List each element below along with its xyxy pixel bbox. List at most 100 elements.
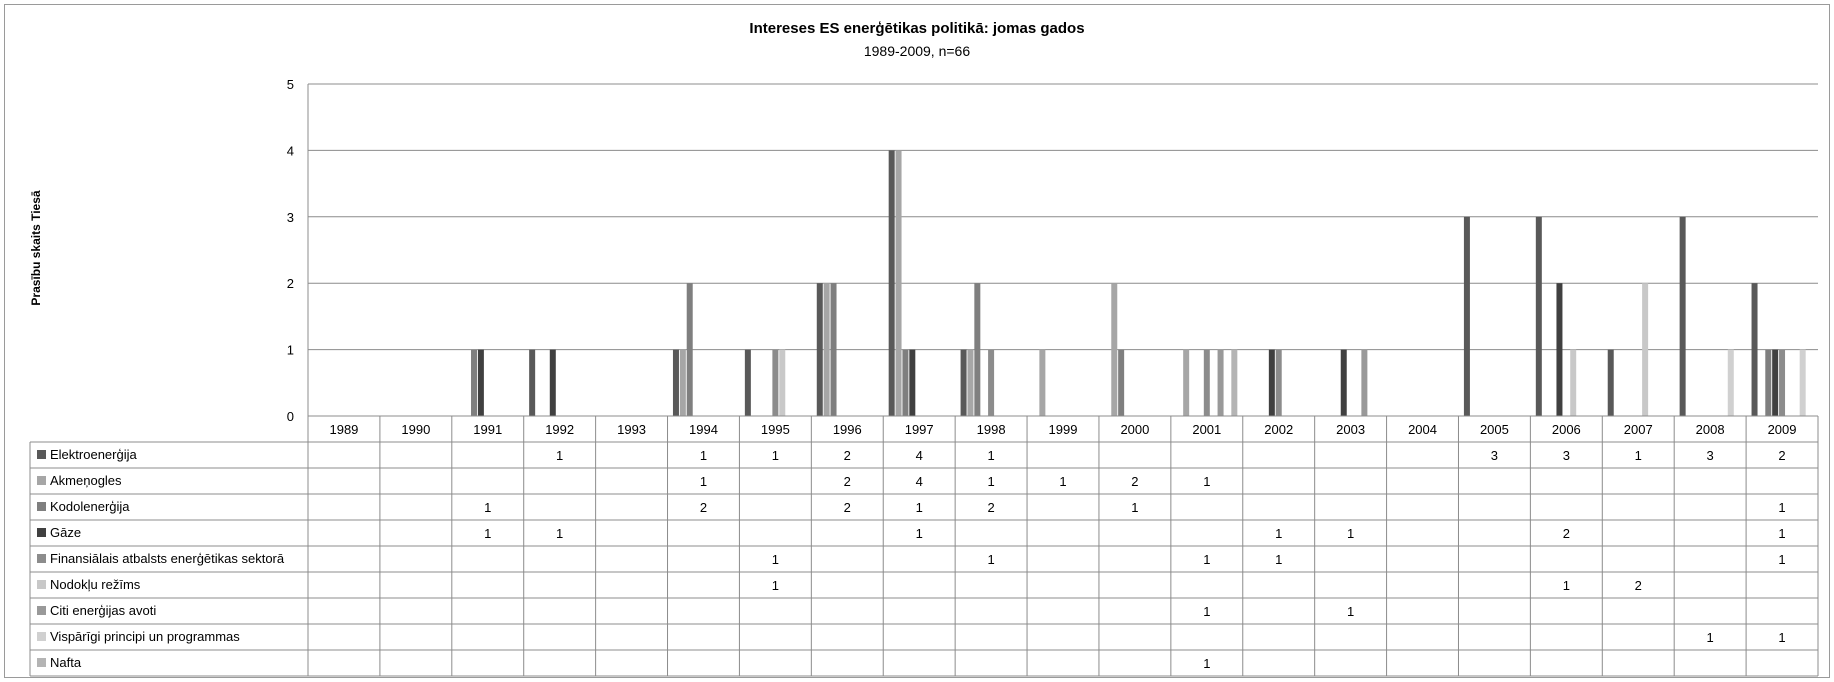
data-label: 1 (700, 448, 707, 463)
x-tick-label: 2002 (1264, 422, 1293, 437)
data-label: 1 (1707, 630, 1714, 645)
bar (888, 150, 895, 416)
bar (471, 349, 478, 416)
data-label: 2 (700, 500, 707, 515)
data-label: 1 (556, 526, 563, 541)
data-label: 1 (700, 474, 707, 489)
x-tick-label: 2006 (1552, 422, 1581, 437)
x-tick-label: 2009 (1768, 422, 1797, 437)
data-label: 1 (1203, 604, 1210, 619)
bar (1118, 349, 1125, 416)
bar (902, 349, 909, 416)
bar (1556, 283, 1563, 416)
data-label: 2 (844, 500, 851, 515)
data-label: 4 (916, 448, 923, 463)
bar (1203, 349, 1210, 416)
data-label: 1 (987, 448, 994, 463)
data-label: 1 (1778, 552, 1785, 567)
y-tick-label: 5 (287, 77, 294, 92)
data-label: 2 (844, 474, 851, 489)
bar (679, 349, 686, 416)
legend-key (37, 476, 46, 485)
legend-label: Vispārīgi principi un programmas (50, 629, 240, 644)
bar (816, 283, 823, 416)
x-tick-label: 1991 (473, 422, 502, 437)
y-tick-label: 4 (287, 143, 294, 158)
bar (772, 349, 779, 416)
bar (1217, 349, 1224, 416)
chart-frame (4, 4, 1830, 678)
data-label: 3 (1491, 448, 1498, 463)
bar (549, 349, 556, 416)
data-label: 1 (916, 500, 923, 515)
data-label: 1 (1203, 474, 1210, 489)
data-label: 1 (1778, 500, 1785, 515)
bar (1535, 216, 1542, 416)
legend-label: Finansiālais atbalsts enerģētikas sektor… (50, 551, 285, 566)
bar (967, 349, 974, 416)
legend-key (37, 658, 46, 667)
bar (823, 283, 830, 416)
bar (974, 283, 981, 416)
x-tick-label: 2000 (1120, 422, 1149, 437)
bar (1570, 349, 1577, 416)
bar (1765, 349, 1772, 416)
bar (1727, 349, 1734, 416)
data-label: 3 (1563, 448, 1570, 463)
x-tick-label: 1990 (401, 422, 430, 437)
bar (960, 349, 967, 416)
x-tick-label: 2001 (1192, 422, 1221, 437)
bar (1642, 283, 1649, 416)
x-tick-label: 1989 (329, 422, 358, 437)
data-label: 1 (1347, 604, 1354, 619)
bar (672, 349, 679, 416)
data-label: 1 (1778, 526, 1785, 541)
x-tick-label: 1993 (617, 422, 646, 437)
bar (1463, 216, 1470, 416)
legend-key (37, 606, 46, 615)
data-label: 1 (484, 526, 491, 541)
legend-key (37, 580, 46, 589)
data-label: 1 (1347, 526, 1354, 541)
data-label: 1 (1203, 552, 1210, 567)
x-tick-label: 1999 (1049, 422, 1078, 437)
data-label: 1 (1778, 630, 1785, 645)
data-label: 1 (1563, 578, 1570, 593)
x-tick-label: 1994 (689, 422, 718, 437)
legend-label: Nodokļu režīms (50, 577, 141, 592)
legend-key (37, 528, 46, 537)
bar (895, 150, 902, 416)
data-label: 2 (1563, 526, 1570, 541)
x-tick-label: 1998 (977, 422, 1006, 437)
legend-key (37, 632, 46, 641)
data-label: 2 (1635, 578, 1642, 593)
bar (1111, 283, 1118, 416)
data-label: 2 (987, 500, 994, 515)
bar (1799, 349, 1806, 416)
data-label: 1 (1275, 526, 1282, 541)
bar (909, 349, 916, 416)
legend-label: Nafta (50, 655, 82, 670)
chart-subtitle: 1989-2009, n=66 (863, 43, 971, 59)
bar (686, 283, 693, 416)
data-label: 2 (844, 448, 851, 463)
legend-label: Citi enerģijas avoti (50, 603, 156, 618)
data-label: 1 (987, 552, 994, 567)
data-label: 1 (916, 526, 923, 541)
data-label: 1 (1275, 552, 1282, 567)
data-label: 1 (772, 552, 779, 567)
bar (1231, 349, 1238, 416)
data-label: 4 (916, 474, 923, 489)
x-tick-label: 1997 (905, 422, 934, 437)
x-tick-label: 2008 (1696, 422, 1725, 437)
data-label: 1 (1635, 448, 1642, 463)
x-tick-label: 2003 (1336, 422, 1365, 437)
bar (830, 283, 837, 416)
legend-key (37, 450, 46, 459)
data-label: 2 (1131, 474, 1138, 489)
legend-key (37, 502, 46, 511)
y-tick-label: 2 (287, 276, 294, 291)
data-label: 1 (1131, 500, 1138, 515)
legend-key (37, 554, 46, 563)
